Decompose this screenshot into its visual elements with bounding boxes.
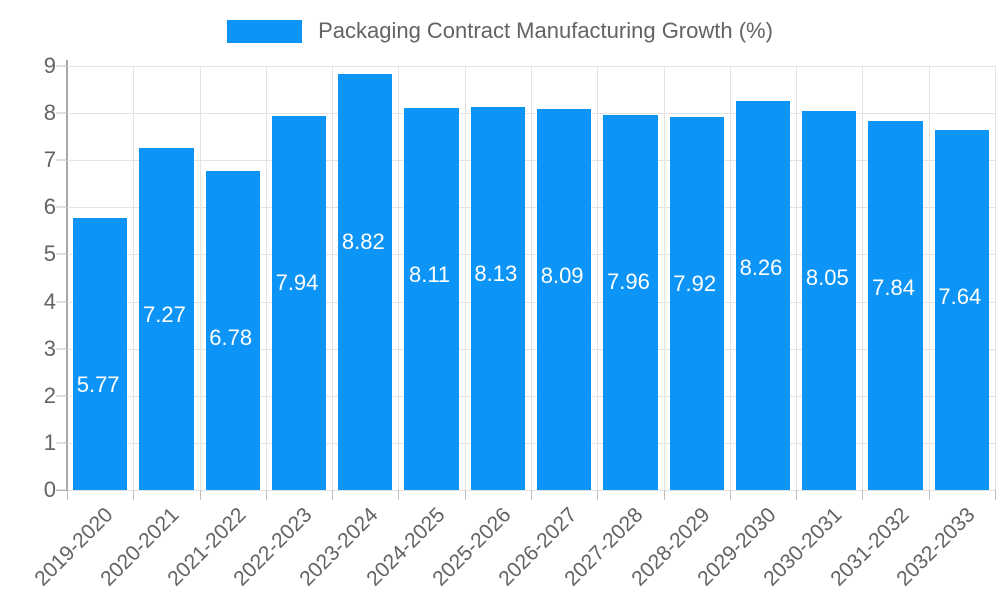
bar-value-label: 5.77: [76, 372, 120, 398]
gridline-vertical: [929, 66, 930, 490]
y-tick-label: 6: [43, 194, 56, 220]
gridline-vertical: [597, 66, 598, 490]
y-tick-label: 9: [43, 53, 56, 78]
bar[interactable]: [536, 108, 592, 490]
x-tick-mark: [995, 490, 996, 500]
y-tick-label: 8: [43, 100, 56, 126]
y-tick-label: 4: [43, 288, 56, 314]
x-tick-mark: [200, 490, 201, 500]
x-tick-mark: [332, 490, 333, 500]
chart-legend: Packaging Contract Manufacturing Growth …: [0, 14, 1000, 48]
gridline-vertical: [730, 66, 731, 490]
x-tick-mark: [67, 490, 68, 500]
x-tick-mark: [266, 490, 267, 500]
bar[interactable]: [404, 107, 459, 490]
y-tick-mark: [56, 395, 66, 397]
y-tick-label: 2: [43, 382, 56, 408]
y-tick-mark: [56, 442, 66, 444]
y-tick-mark: [56, 253, 66, 255]
legend-label-packaging-growth: Packaging Contract Manufacturing Growth …: [318, 18, 773, 43]
y-tick-mark: [56, 489, 66, 491]
bar-value-label: 8.05: [805, 265, 849, 290]
gridline-vertical: [200, 66, 201, 490]
bar-value-label: 7.27: [143, 301, 186, 327]
gridline-vertical: [332, 66, 333, 490]
x-tick-mark: [862, 490, 863, 500]
bar[interactable]: [802, 110, 857, 490]
gridline-vertical: [796, 66, 797, 490]
bar-value-label: 6.78: [209, 324, 253, 350]
bar[interactable]: [205, 170, 260, 490]
x-tick-mark: [531, 490, 532, 500]
y-tick-mark: [56, 206, 66, 208]
x-tick-mark: [133, 490, 134, 500]
bar[interactable]: [868, 120, 923, 490]
bar-value-label: 8.82: [341, 228, 385, 254]
bar-value-label: 7.94: [275, 270, 319, 296]
x-tick-mark: [929, 490, 930, 500]
y-tick-label: 0: [43, 477, 56, 502]
x-tick-mark: [664, 490, 665, 500]
y-tick-mark: [56, 348, 66, 350]
y-tick-mark: [56, 65, 66, 67]
y-tick-label: 1: [43, 429, 56, 455]
bar-value-label: 7.92: [673, 271, 717, 297]
y-tick-label: 3: [43, 335, 56, 361]
bar-value-label: 8.13: [474, 261, 518, 287]
y-tick-label: 7: [43, 147, 56, 173]
y-axis-spine: [66, 60, 68, 491]
gridline-vertical: [398, 66, 399, 490]
bar-value-label: 7.64: [938, 284, 982, 310]
bar[interactable]: [271, 115, 327, 490]
x-tick-mark: [730, 490, 731, 500]
y-tick-mark: [56, 159, 66, 161]
bar[interactable]: [669, 116, 724, 490]
legend-swatch-packaging-growth: [227, 19, 303, 43]
plot-area: 5.77 7.27 6.78 7.94 8.82 8.11 8.13 8.09 7.96 7.92…: [67, 66, 996, 491]
bar-value-label: 7.84: [872, 274, 915, 300]
bar[interactable]: [470, 107, 526, 490]
gridline-vertical: [133, 66, 134, 490]
x-tick-mark: [597, 490, 598, 500]
bar[interactable]: [735, 100, 791, 490]
y-tick-mark: [56, 112, 66, 114]
gridline-vertical: [465, 66, 466, 490]
bar-value-label: 8.11: [408, 262, 451, 288]
bar-value-label: 7.96: [607, 269, 650, 295]
y-tick-mark: [56, 301, 66, 303]
x-tick-mark: [465, 490, 466, 500]
gridline-vertical: [531, 66, 532, 490]
bar-value-label: 8.26: [739, 255, 783, 281]
bar[interactable]: [934, 130, 990, 490]
x-tick-mark: [796, 490, 797, 500]
bar-value-label: 8.09: [540, 263, 584, 289]
bar[interactable]: [72, 218, 128, 490]
bar[interactable]: [338, 74, 393, 490]
gridline-vertical: [664, 66, 665, 490]
y-tick-label: 5: [43, 241, 56, 267]
gridline-vertical: [995, 66, 996, 490]
bar[interactable]: [603, 115, 658, 490]
x-tick-mark: [398, 490, 399, 500]
bar[interactable]: [139, 147, 194, 490]
gridline-vertical: [862, 66, 863, 490]
gridline-vertical: [266, 66, 267, 490]
